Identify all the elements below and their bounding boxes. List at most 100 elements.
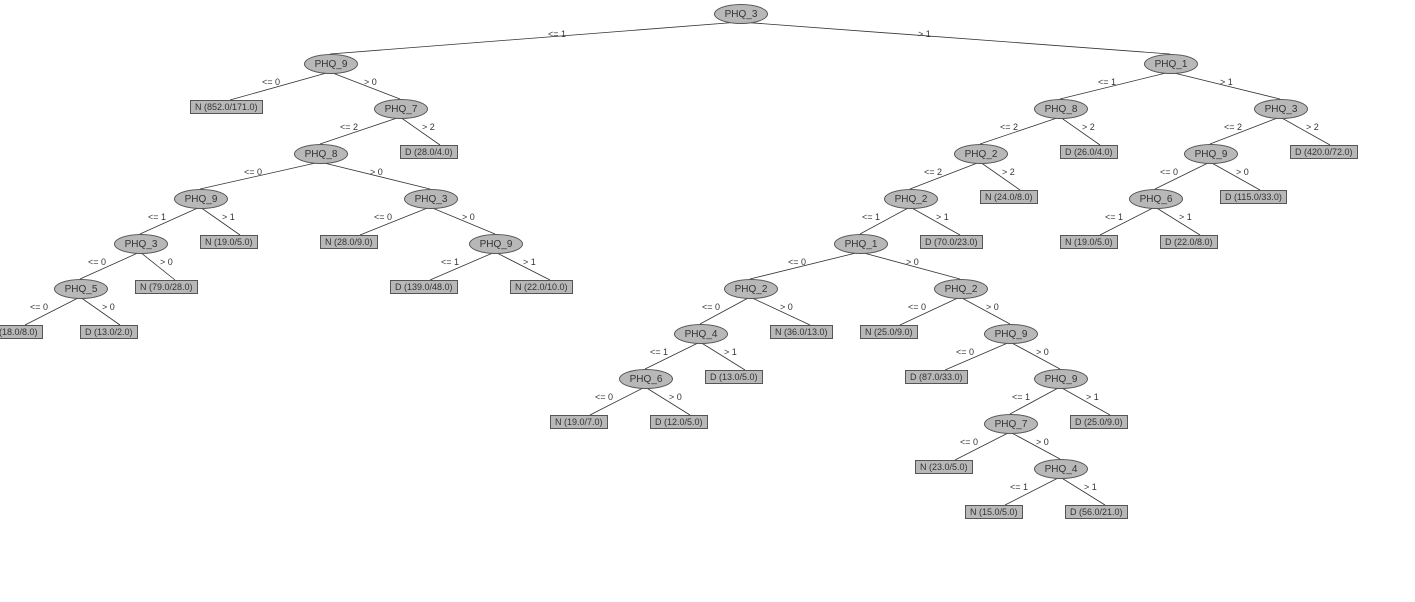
leaf-node: N (18.0/8.0) <box>0 325 43 339</box>
edge-label: > 1 <box>724 347 737 357</box>
leaf-node: D (56.0/21.0) <box>1065 505 1128 519</box>
edge-label: <= 2 <box>1000 122 1018 132</box>
decision-node: PHQ_2 <box>724 279 778 299</box>
decision-node: PHQ_4 <box>1034 459 1088 479</box>
edge-label: > 1 <box>1179 212 1192 222</box>
leaf-node: D (22.0/8.0) <box>1160 235 1218 249</box>
leaf-node: N (36.0/13.0) <box>770 325 833 339</box>
edge-label: > 2 <box>1002 167 1015 177</box>
edge-label: > 2 <box>1306 122 1319 132</box>
edge-label: > 1 <box>1086 392 1099 402</box>
leaf-node: N (19.0/5.0) <box>1060 235 1118 249</box>
edge-label: <= 0 <box>702 302 720 312</box>
edge-label: > 1 <box>523 257 536 267</box>
edge-label: > 2 <box>422 122 435 132</box>
decision-node: PHQ_1 <box>834 234 888 254</box>
edge-label: <= 1 <box>548 29 566 39</box>
edge-label: <= 0 <box>788 257 806 267</box>
edge-label: > 1 <box>1084 482 1097 492</box>
decision-node: PHQ_1 <box>1144 54 1198 74</box>
decision-node: PHQ_9 <box>174 189 228 209</box>
edge-label: <= 0 <box>88 257 106 267</box>
edge-label: <= 0 <box>262 77 280 87</box>
leaf-node: N (23.0/5.0) <box>915 460 973 474</box>
leaf-node: N (852.0/171.0) <box>190 100 263 114</box>
decision-node: PHQ_6 <box>1129 189 1183 209</box>
decision-node: PHQ_6 <box>619 369 673 389</box>
decision-node: PHQ_7 <box>984 414 1038 434</box>
edge-label: <= 1 <box>148 212 166 222</box>
edge-label: > 1 <box>1220 77 1233 87</box>
edge-label: <= 2 <box>924 167 942 177</box>
decision-node: PHQ_2 <box>954 144 1008 164</box>
leaf-node: D (13.0/5.0) <box>705 370 763 384</box>
edge-label: <= 1 <box>1105 212 1123 222</box>
decision-node: PHQ_9 <box>984 324 1038 344</box>
edge-label: <= 0 <box>595 392 613 402</box>
edge-label: <= 0 <box>956 347 974 357</box>
leaf-node: D (26.0/4.0) <box>1060 145 1118 159</box>
decision-node: PHQ_2 <box>934 279 988 299</box>
edge-label: > 0 <box>780 302 793 312</box>
leaf-node: N (22.0/10.0) <box>510 280 573 294</box>
decision-node: PHQ_8 <box>294 144 348 164</box>
decision-node: PHQ_9 <box>304 54 358 74</box>
edge-label: > 2 <box>1082 122 1095 132</box>
decision-node: PHQ_5 <box>54 279 108 299</box>
edge-label: > 0 <box>1036 437 1049 447</box>
edge-label: > 0 <box>160 257 173 267</box>
edge-label: > 0 <box>1236 167 1249 177</box>
edge-label: <= 1 <box>650 347 668 357</box>
leaf-node: D (13.0/2.0) <box>80 325 138 339</box>
leaf-node: D (25.0/9.0) <box>1070 415 1128 429</box>
decision-node: PHQ_9 <box>1184 144 1238 164</box>
edge-label: <= 0 <box>908 302 926 312</box>
decision-node: PHQ_4 <box>674 324 728 344</box>
leaf-node: N (79.0/28.0) <box>135 280 198 294</box>
edge-label: <= 0 <box>374 212 392 222</box>
decision-node: PHQ_9 <box>1034 369 1088 389</box>
edge-label: > 0 <box>1036 347 1049 357</box>
leaf-node: D (70.0/23.0) <box>920 235 983 249</box>
edge-label: > 0 <box>364 77 377 87</box>
leaf-node: N (19.0/7.0) <box>550 415 608 429</box>
edge-label: <= 1 <box>441 257 459 267</box>
edge-label: > 0 <box>462 212 475 222</box>
leaf-node: N (19.0/5.0) <box>200 235 258 249</box>
leaf-node: N (28.0/9.0) <box>320 235 378 249</box>
edge-label: <= 0 <box>960 437 978 447</box>
edge-label: <= 1 <box>862 212 880 222</box>
edge-label: <= 1 <box>1012 392 1030 402</box>
decision-node: PHQ_8 <box>1034 99 1088 119</box>
edge-label: > 0 <box>906 257 919 267</box>
leaf-node: N (24.0/8.0) <box>980 190 1038 204</box>
edge-label: <= 2 <box>1224 122 1242 132</box>
edge-label: <= 1 <box>1010 482 1028 492</box>
edge-label: > 0 <box>370 167 383 177</box>
leaf-node: N (25.0/9.0) <box>860 325 918 339</box>
decision-node: PHQ_3 <box>1254 99 1308 119</box>
edge-label: > 0 <box>986 302 999 312</box>
edge-label: > 1 <box>936 212 949 222</box>
edge-label: > 1 <box>222 212 235 222</box>
decision-node: PHQ_2 <box>884 189 938 209</box>
edge-label: > 0 <box>669 392 682 402</box>
decision-node: PHQ_3 <box>114 234 168 254</box>
decision-node: PHQ_3 <box>404 189 458 209</box>
leaf-node: N (15.0/5.0) <box>965 505 1023 519</box>
edge-label: <= 0 <box>30 302 48 312</box>
edge-label: <= 1 <box>1098 77 1116 87</box>
decision-node: PHQ_7 <box>374 99 428 119</box>
edge-label: > 0 <box>102 302 115 312</box>
edge-label: > 1 <box>918 29 931 39</box>
leaf-node: D (87.0/33.0) <box>905 370 968 384</box>
leaf-node: D (115.0/33.0) <box>1220 190 1287 204</box>
edge-label: <= 0 <box>244 167 262 177</box>
edge-label: <= 2 <box>340 122 358 132</box>
edge-label: <= 0 <box>1160 167 1178 177</box>
leaf-node: D (12.0/5.0) <box>650 415 708 429</box>
leaf-node: D (28.0/4.0) <box>400 145 458 159</box>
decision-node: PHQ_9 <box>469 234 523 254</box>
leaf-node: D (139.0/48.0) <box>390 280 458 294</box>
decision-node: PHQ_3 <box>714 4 768 24</box>
